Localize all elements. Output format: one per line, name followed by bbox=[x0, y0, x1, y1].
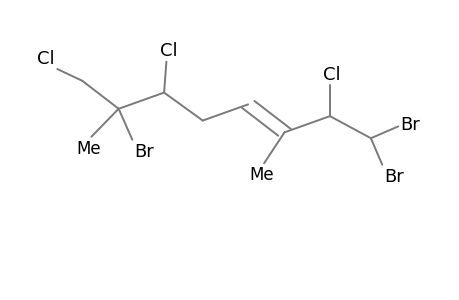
Text: Br: Br bbox=[384, 168, 403, 186]
Text: Br: Br bbox=[134, 142, 154, 160]
Text: Cl: Cl bbox=[37, 50, 55, 68]
Text: Me: Me bbox=[249, 166, 274, 184]
Text: Me: Me bbox=[77, 140, 101, 158]
Text: Cl: Cl bbox=[323, 66, 340, 84]
Text: Br: Br bbox=[399, 116, 419, 134]
Text: Cl: Cl bbox=[159, 42, 177, 60]
